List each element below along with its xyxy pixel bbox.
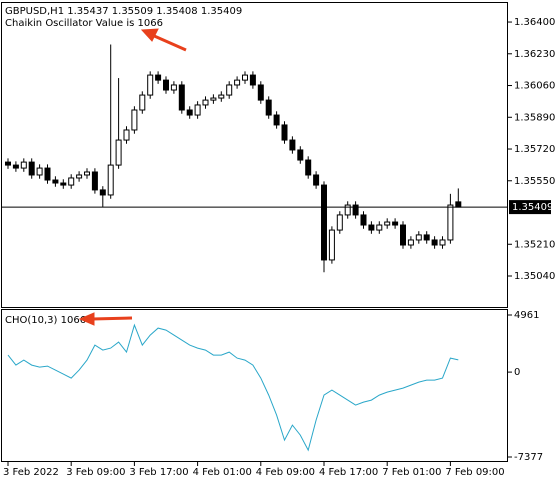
candle-body xyxy=(234,79,241,86)
candle-body xyxy=(107,164,114,196)
candle-body xyxy=(194,104,201,116)
candle-body xyxy=(242,74,248,81)
candle-body xyxy=(407,239,414,246)
y-tick-label: 1.36230 xyxy=(514,49,555,60)
candle-body xyxy=(139,94,146,111)
candle-body xyxy=(249,74,256,86)
candle-body xyxy=(447,204,454,241)
indicator-note: Chaikin Oscillator Value is 1066 xyxy=(5,18,163,29)
candle-body xyxy=(44,167,51,181)
candle-body xyxy=(5,161,11,166)
candle-body xyxy=(344,204,351,216)
candle-body xyxy=(281,124,288,141)
y-tick-label: 1.35550 xyxy=(514,176,555,187)
candle-body xyxy=(423,234,430,241)
main-frame xyxy=(1,2,508,308)
candle-body xyxy=(60,182,67,186)
candle-body xyxy=(186,109,193,116)
y-tick-label: 1.35040 xyxy=(514,271,555,282)
arrow xyxy=(78,312,133,326)
y-tick-label: -7377 xyxy=(514,452,543,463)
candle-body xyxy=(12,164,19,169)
candle-body xyxy=(384,221,391,226)
x-tick-label: 3 Feb 17:00 xyxy=(129,467,188,478)
x-tick-label: 3 Feb 09:00 xyxy=(66,467,125,478)
x-tick-label: 7 Feb 01:00 xyxy=(382,467,441,478)
candle-body xyxy=(84,171,90,176)
candle-body xyxy=(257,84,264,101)
candle-body xyxy=(210,97,217,101)
y-tick-label: 4961 xyxy=(514,310,539,321)
symbol-header: GBPUSD,H1 1.35437 1.35509 1.35408 1.3540… xyxy=(5,6,242,17)
candle-body xyxy=(170,84,177,91)
y-tick-label: 1.36060 xyxy=(514,81,555,92)
candle-body xyxy=(392,221,399,226)
candle-body xyxy=(76,174,83,179)
candle-body xyxy=(155,74,162,81)
y-tick-label: 1.35210 xyxy=(514,239,555,250)
arrow xyxy=(140,28,187,52)
indicator-label: CHO(10,3) 1066 xyxy=(5,315,86,326)
y-tick-label: 1.36400 xyxy=(514,17,555,28)
last-price-label: 1.35409 xyxy=(512,202,553,213)
x-tick-label: 7 Feb 09:00 xyxy=(445,467,504,478)
y-tick-label: 1.35890 xyxy=(514,112,555,123)
x-tick-label: 4 Feb 17:00 xyxy=(319,467,378,478)
candle-body xyxy=(123,129,130,141)
candle-body xyxy=(321,184,327,261)
candle-body xyxy=(305,159,312,176)
candle-body xyxy=(265,99,272,116)
candle-body xyxy=(178,84,185,111)
candle-body xyxy=(202,99,209,106)
candle-body xyxy=(131,109,138,131)
candle-body xyxy=(163,79,169,91)
candle-body xyxy=(455,201,462,208)
candle-body xyxy=(115,139,122,166)
candle-body xyxy=(400,224,406,246)
candle-body xyxy=(352,204,359,216)
x-tick-label: 4 Feb 09:00 xyxy=(256,467,315,478)
candle-body xyxy=(328,229,335,261)
x-tick-label: 4 Feb 01:00 xyxy=(193,467,252,478)
candle-body xyxy=(68,177,75,186)
candle-body xyxy=(52,179,59,184)
candle-body xyxy=(20,161,27,169)
candle-body xyxy=(36,167,43,176)
candle-body xyxy=(147,74,154,96)
candle-body xyxy=(218,94,225,99)
candle-body xyxy=(91,171,98,191)
candle-body xyxy=(415,234,422,241)
candle-body xyxy=(313,174,320,186)
candle-body xyxy=(368,224,375,231)
candle-body xyxy=(336,214,343,231)
candle-body xyxy=(376,224,383,231)
y-tick-label: 1.35720 xyxy=(514,144,555,155)
candle-body xyxy=(226,84,233,96)
candle-body xyxy=(99,189,106,196)
x-tick-label: 3 Feb 2022 xyxy=(3,467,59,478)
last-price-tag xyxy=(509,200,551,215)
candle-body xyxy=(297,149,304,161)
indicator-frame xyxy=(1,309,508,462)
candle-body xyxy=(439,239,446,246)
candle-body xyxy=(360,214,367,226)
y-tick-label: 0 xyxy=(514,367,520,378)
candle-body xyxy=(28,161,35,176)
candle-body xyxy=(273,114,280,126)
candle-body xyxy=(289,139,296,151)
candle-body xyxy=(431,239,438,246)
oscillator-line xyxy=(7,323,459,452)
